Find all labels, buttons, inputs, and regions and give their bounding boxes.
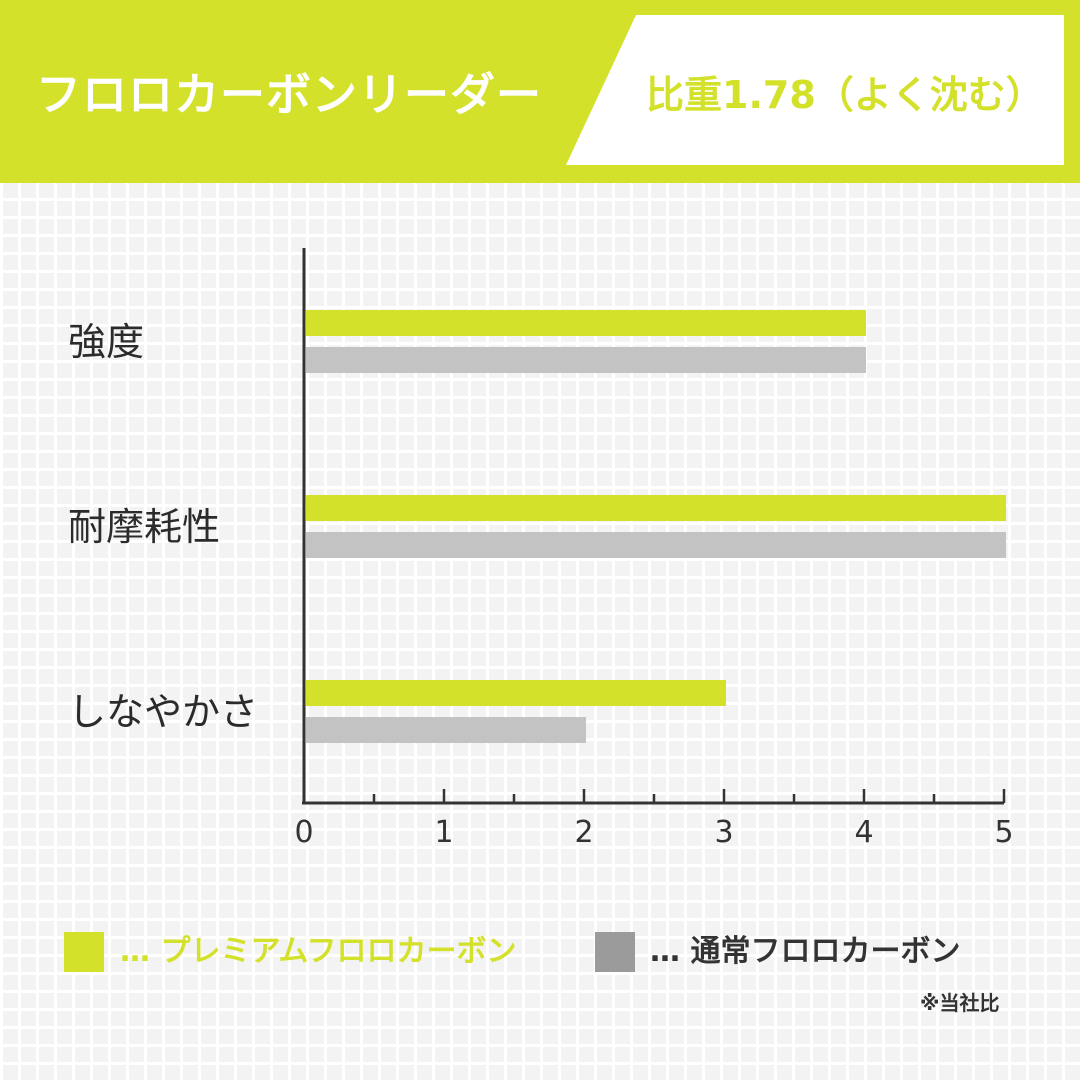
header-banner: フロロカーボンリーダー 比重1.78（よく沈む） — [0, 0, 1080, 183]
x-axis-ticks: 0 1 2 3 4 5 — [294, 789, 1014, 850]
x-tick-label-1: 1 — [434, 815, 453, 850]
bar-normal-2 — [306, 717, 586, 743]
x-tick-label-2: 2 — [574, 815, 593, 850]
legend-swatch-normal — [595, 932, 635, 972]
category-label-1: 耐摩耗性 — [68, 505, 220, 549]
bar-premium-1 — [306, 495, 1006, 521]
legend-label-premium: … プレミアムフロロカーボン — [120, 934, 517, 969]
x-tick-label-5: 5 — [994, 815, 1013, 850]
header-title: フロロカーボンリーダー — [36, 68, 543, 121]
category-label-2: しなやかさ — [68, 690, 258, 734]
x-tick-label-3: 3 — [714, 815, 733, 850]
x-tick-label-4: 4 — [854, 815, 873, 850]
bar-normal-1 — [306, 532, 1006, 558]
bar-normal-0 — [306, 347, 866, 373]
footnote: ※当社比 — [920, 991, 1000, 1015]
legend-swatch-premium — [64, 932, 104, 972]
bar-premium-2 — [306, 680, 726, 706]
header-subtitle-panel — [566, 15, 1064, 165]
bars-group — [306, 310, 1006, 743]
header-subtitle: 比重1.78（よく沈む） — [646, 73, 1044, 117]
x-tick-label-0: 0 — [294, 815, 313, 850]
bar-premium-0 — [306, 310, 866, 336]
legend-label-normal: … 通常フロロカーボン — [650, 934, 961, 969]
category-label-0: 強度 — [68, 320, 144, 364]
